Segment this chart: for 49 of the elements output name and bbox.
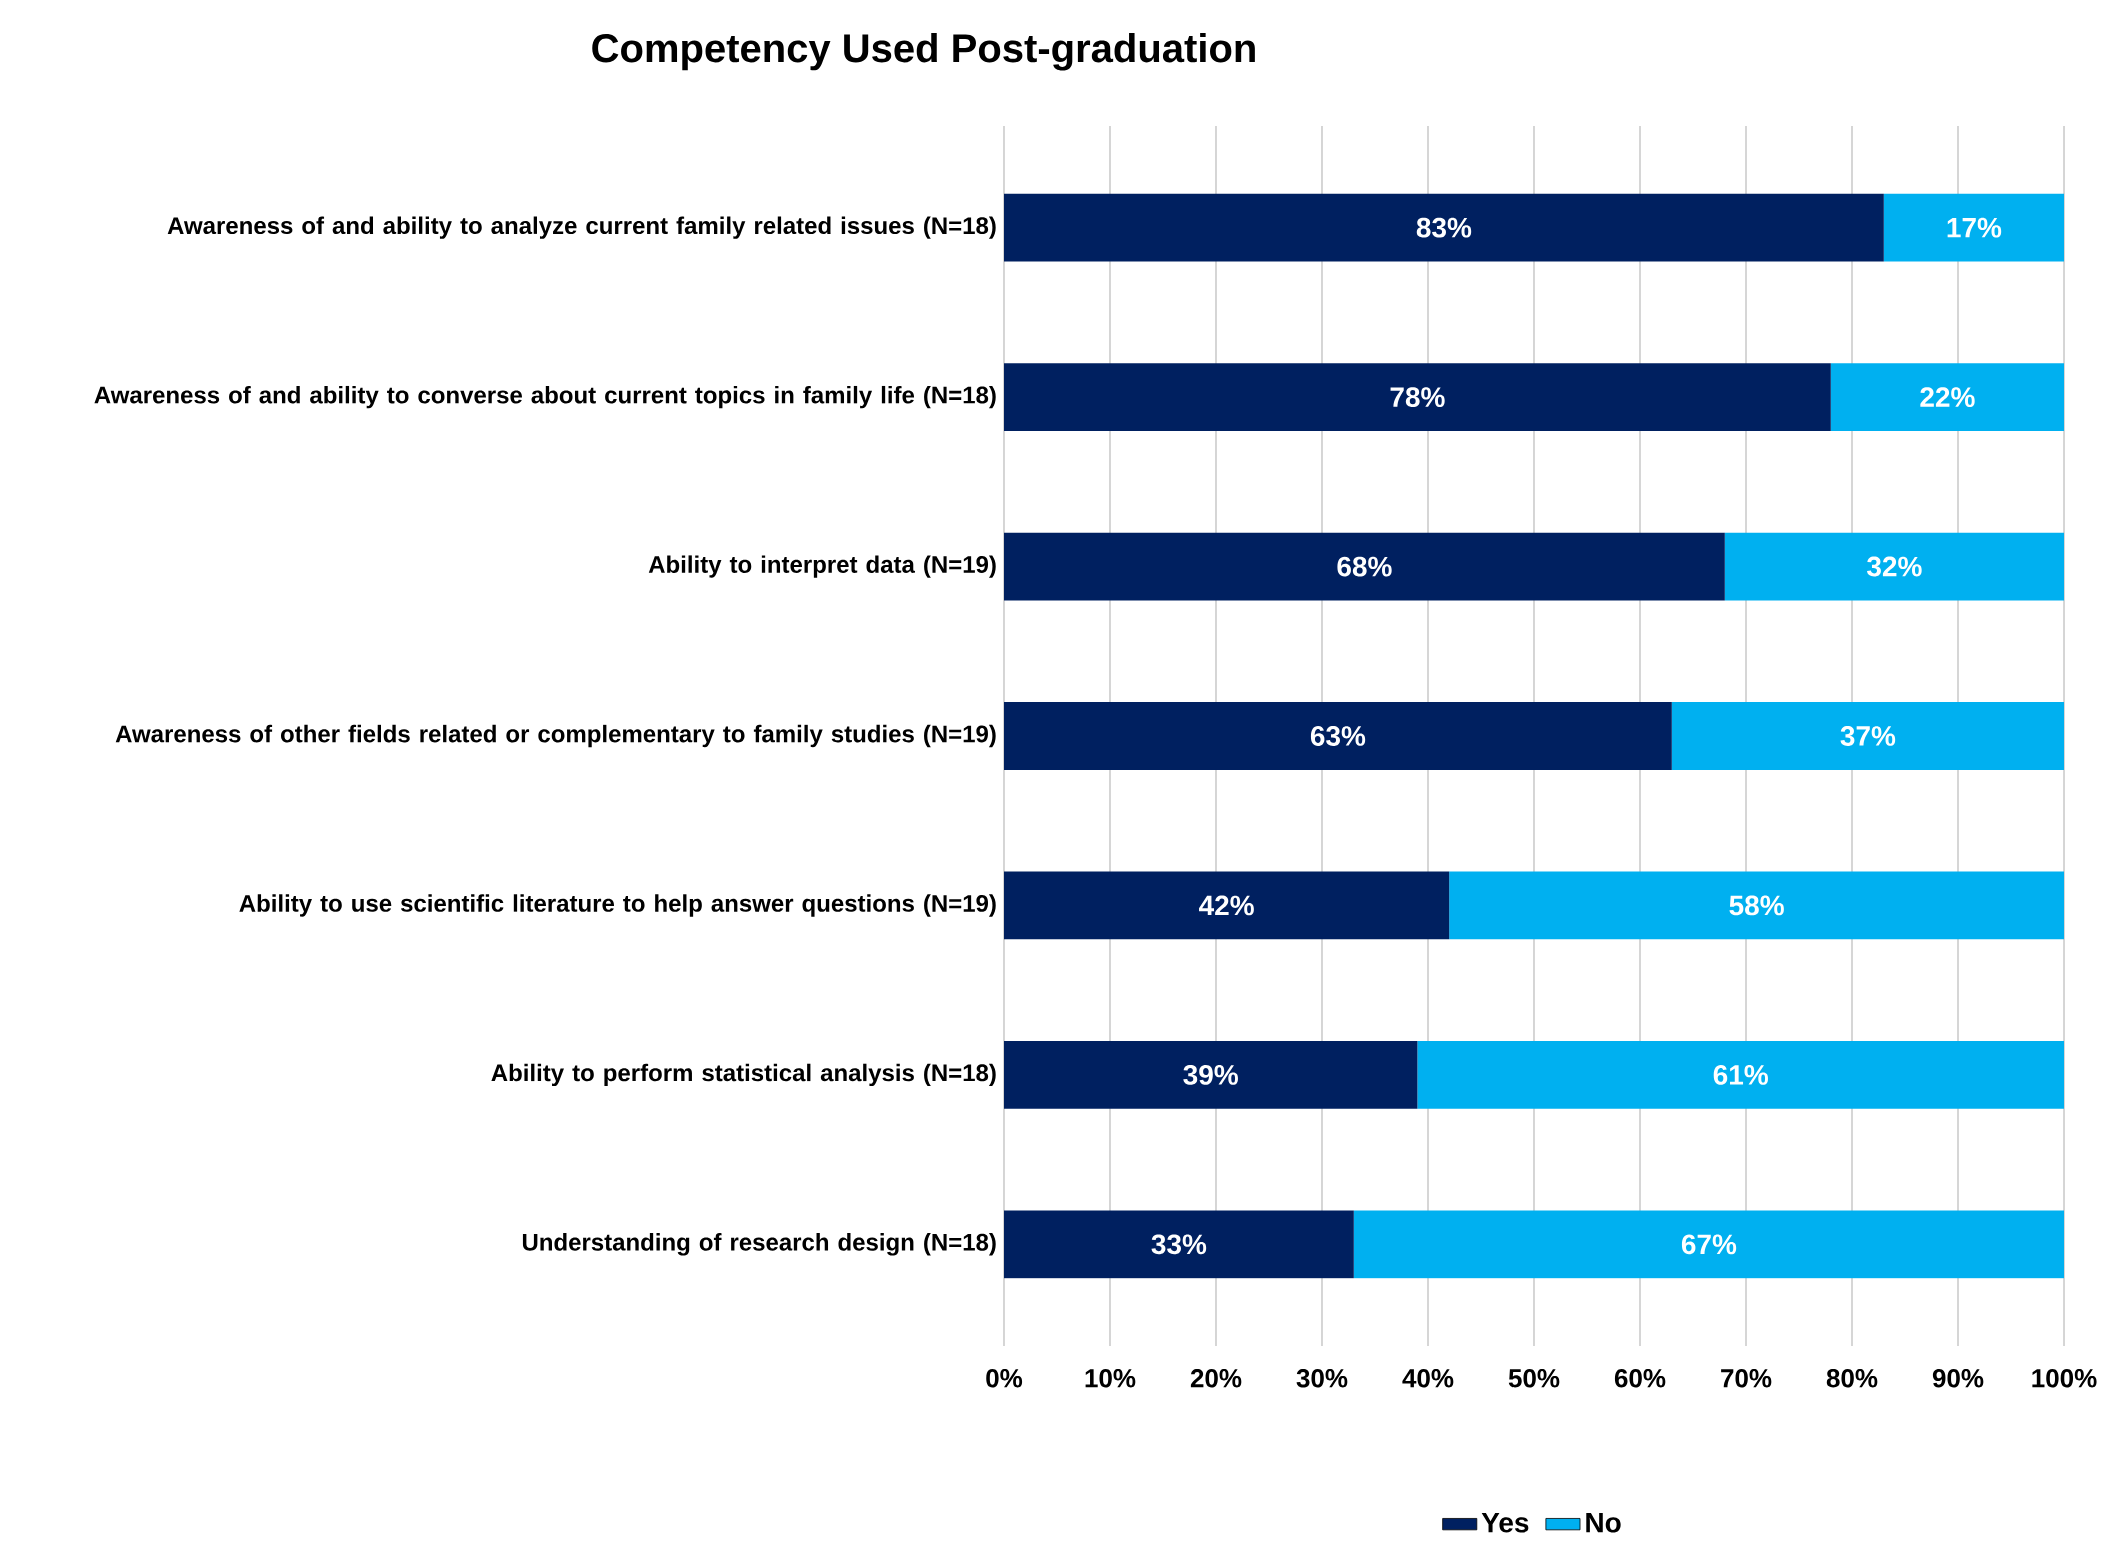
x-tick-label: 80% [1826,1369,1878,1388]
data-label: 22% [1920,387,1975,407]
bar [1004,193,1884,262]
bar [1004,532,1725,601]
bar [1004,1041,1418,1109]
x-tick-label: 0% [986,1369,1023,1388]
bar [1830,363,2065,432]
legend-label: Yes [1481,1513,1529,1533]
data-label: 17% [1947,217,2002,238]
bar [1883,193,2065,262]
y-tick-label: Ability to perform statistical analysis (N=18) [491,1063,996,1087]
data-label: 61% [1713,1064,1768,1085]
data-label: 42% [1199,895,1254,916]
bar [1004,363,1831,432]
y-tick-label: Awareness of and ability to converse about current topics in family life (N=18) [94,385,996,409]
legend-label: No [1586,1513,1621,1533]
x-tick-label: 40% [1402,1369,1454,1388]
x-tick-label: 60% [1614,1369,1666,1388]
x-tick-label: 30% [1296,1369,1348,1388]
data-label: 58% [1729,895,1784,916]
data-label: 39% [1183,1064,1238,1085]
chart-title: Competency Used Post-graduation [592,33,1255,71]
bar [1004,702,1672,770]
y-tick-label: Understanding of research design (N=18) [522,1233,996,1256]
bar [1004,871,1450,940]
data-label: 32% [1867,556,1922,577]
x-tick-label: 10% [1085,1369,1136,1388]
data-label: 67% [1681,1234,1737,1255]
data-label: 68% [1337,556,1392,577]
bar [1417,1041,2065,1109]
y-tick-label: Awareness of other fields related or complementary to family studies (N=19) [115,724,996,748]
y-tick-label: Ability to interpret data (N=19) [648,555,996,578]
data-label: 37% [1840,726,1896,746]
bar [1671,702,2065,770]
bar [1004,1210,1354,1279]
bar [1724,532,2065,601]
data-label: 78% [1390,387,1445,408]
data-label: 83% [1416,217,1472,238]
x-tick-label: 20% [1190,1369,1242,1388]
x-tick-label: 70% [1721,1369,1772,1388]
x-tick-label: 100% [2032,1369,2097,1388]
x-tick-label: 50% [1508,1369,1560,1388]
bar [1449,871,2065,940]
data-label: 33% [1151,1234,1207,1255]
bar [1353,1210,2065,1279]
data-label: 63% [1310,726,1366,746]
y-tick-label: Ability to use scientific literature to help answer questions (N=19) [239,894,996,917]
x-tick-label: 90% [1932,1369,1984,1388]
y-tick-label: Awareness of and ability to analyze current family related issues (N=18) [167,216,996,239]
